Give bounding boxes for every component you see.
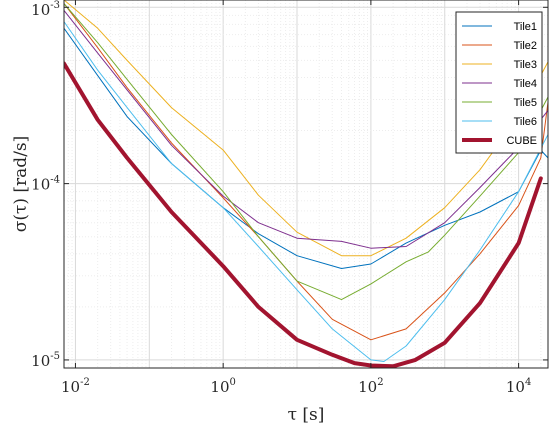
legend: Tile1 Tile2 Tile3 Tile4 Tile5 Tile6 CUBE [455,11,543,154]
series-line-tile4 [64,9,548,249]
legend-label-cube: CUBE [506,135,537,147]
y-axis-label: σ(τ) [rad/s] [11,136,31,233]
x-tick-label: 104 [506,377,531,396]
x-tick-labels: 10-2 100 102 104 [61,377,531,396]
series-lines [64,0,548,368]
x-axis-label: τ [s] [288,405,325,425]
x-tick-label: 100 [210,377,235,396]
legend-label-tile4: Tile4 [514,78,537,90]
legend-label-tile1: Tile1 [514,21,537,33]
series-line-tile1 [64,27,548,269]
y-tick-label: 10-4 [31,175,60,194]
axis-ticks [64,0,548,368]
legend-label-tile2: Tile2 [514,40,537,52]
legend-label-tile3: Tile3 [514,59,537,71]
y-tick-label: 10-3 [31,0,60,19]
y-tick-labels: 10-3 10-4 10-5 [31,0,60,370]
series-line-cube [64,61,543,368]
legend-label-tile6: Tile6 [514,116,537,128]
y-tick-label: 10-5 [31,351,60,370]
series-line-tile2 [64,3,548,341]
x-tick-label: 10-2 [61,377,90,396]
series-line-tile5 [64,3,548,301]
series-line-tile6 [64,21,548,362]
legend-label-tile5: Tile5 [514,97,537,109]
x-tick-label: 102 [358,377,383,396]
series-line-tile3 [64,0,548,257]
